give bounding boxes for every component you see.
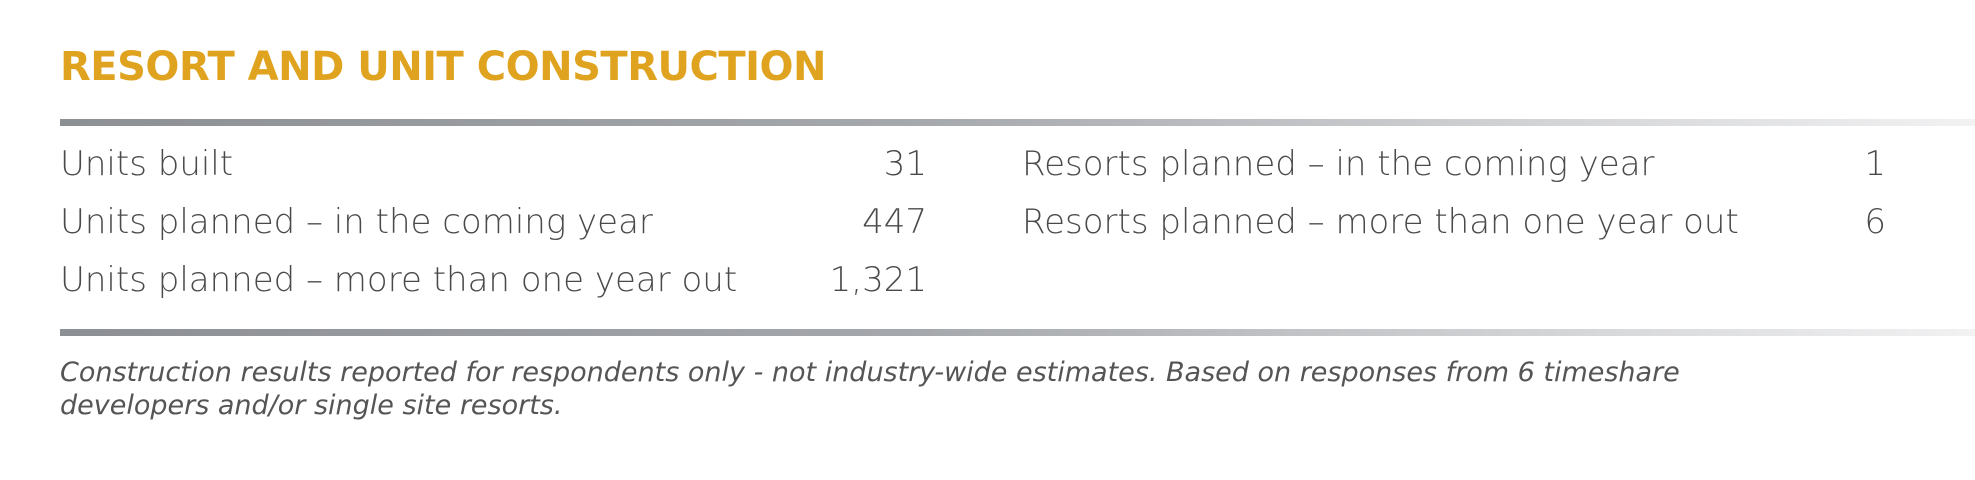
title: RESORT AND UNIT CONSTRUCTION (60, 44, 826, 90)
row-value: 31 (883, 144, 927, 184)
table-row: Resorts planned – in the coming year 1 (1022, 138, 1886, 196)
row-value: 6 (1864, 202, 1886, 242)
bottom-rule (60, 329, 1975, 336)
table-row: Units planned – more than one year out 1,… (60, 254, 927, 312)
table-row: Units planned – in the coming year 447 (60, 196, 927, 254)
row-label: Units built (60, 144, 234, 184)
footnote: Construction results reported for respon… (60, 357, 1680, 421)
row-label: Units planned – in the coming year (60, 202, 653, 242)
top-rule (60, 119, 1975, 126)
row-label: Resorts planned – more than one year out (1022, 202, 1739, 242)
row-value: 1 (1864, 144, 1886, 184)
row-value: 447 (862, 202, 927, 242)
left-column: Units built 31 Units planned – in the comi… (60, 138, 927, 312)
row-value: 1,321 (829, 260, 927, 300)
row-label: Resorts planned – in the coming year (1022, 144, 1655, 184)
table-row: Resorts planned – more than one year out… (1022, 196, 1886, 254)
row-label: Units planned – more than one year out (60, 260, 738, 300)
table-row: Units built 31 (60, 138, 927, 196)
right-column: Resorts planned – in the coming year 1 Res… (1022, 138, 1886, 254)
